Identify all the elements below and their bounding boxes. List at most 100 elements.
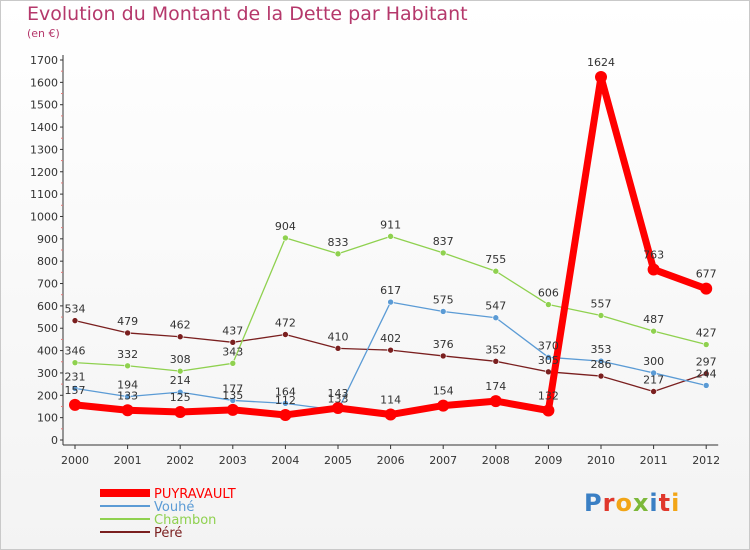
data-point (545, 353, 552, 361)
data-label: 157 (65, 384, 86, 397)
data-point (176, 388, 184, 396)
data-point (650, 369, 657, 377)
data-label: 343 (222, 345, 243, 358)
data-point (387, 298, 394, 306)
data-label: 143 (328, 387, 349, 400)
data-point (229, 339, 237, 346)
data-label: 755 (485, 253, 506, 266)
data-point (282, 400, 289, 407)
data-point (702, 382, 710, 389)
logo-letter: o (615, 489, 633, 517)
data-point (387, 346, 394, 354)
data-point (492, 314, 500, 322)
logo-letter: P (584, 489, 603, 517)
data-point (545, 301, 552, 308)
data-point (595, 70, 607, 83)
data-label: 575 (433, 293, 454, 306)
data-label: 479 (117, 315, 138, 328)
data-label: 1624 (587, 56, 615, 69)
data-label: 346 (65, 345, 86, 358)
y-tick-label: 1100 (30, 188, 58, 201)
y-tick-label: 200 (37, 389, 58, 402)
data-point (71, 385, 79, 392)
data-label: 547 (485, 300, 506, 313)
data-point (71, 359, 79, 366)
data-label: 214 (170, 374, 191, 387)
data-label: 837 (433, 235, 454, 248)
data-label: 410 (328, 330, 349, 343)
data-label: 132 (538, 389, 559, 402)
data-label: 833 (328, 236, 349, 249)
data-label: 286 (591, 358, 612, 371)
chart-title: Evolution du Montant de la Dette par Hab… (27, 3, 468, 25)
data-label: 487 (643, 313, 664, 326)
data-point (71, 317, 79, 324)
proxiti-logo: Proxiti (584, 489, 680, 517)
x-tick-label: 2003 (219, 454, 247, 467)
y-tick-label: 0 (51, 434, 58, 447)
legend-label: PUYRAVAULT (154, 487, 236, 502)
data-label: 133 (117, 389, 138, 402)
data-label: 135 (222, 389, 243, 402)
data-label: 353 (591, 343, 612, 356)
data-point (492, 358, 500, 365)
data-point (176, 333, 184, 341)
data-label: 904 (275, 220, 296, 233)
data-point (597, 312, 605, 319)
data-label: 174 (485, 380, 506, 393)
data-label: 231 (65, 370, 86, 383)
y-tick-label: 1700 (30, 54, 58, 67)
data-point (489, 395, 502, 408)
y-tick-label: 600 (37, 300, 58, 313)
data-label: 462 (170, 319, 191, 332)
data-label: 402 (380, 332, 401, 345)
data-point (176, 367, 184, 375)
data-label: 617 (380, 284, 401, 297)
x-tick-label: 2007 (429, 454, 457, 467)
logo-letter: i (649, 489, 659, 517)
data-label: 427 (696, 327, 717, 340)
data-label: 244 (696, 367, 717, 380)
data-point (597, 357, 605, 365)
data-point (542, 404, 555, 417)
data-point (545, 368, 552, 376)
legend-label: Chambon (154, 513, 216, 528)
logo-letter: x (632, 489, 650, 517)
data-point (650, 327, 657, 335)
data-label: 300 (643, 355, 664, 368)
data-label: 911 (380, 218, 401, 231)
data-point (121, 404, 134, 417)
data-label: 194 (117, 379, 138, 392)
data-label: 332 (117, 348, 138, 361)
y-tick-label: 700 (37, 278, 58, 291)
data-label: 370 (538, 339, 559, 352)
chart-subtitle: (en €) (27, 27, 60, 40)
data-label: 763 (643, 248, 664, 261)
x-tick-label: 2006 (377, 454, 405, 467)
data-point (124, 362, 131, 370)
data-label: 352 (485, 343, 506, 356)
y-tick-label: 800 (37, 255, 58, 268)
data-label: 376 (433, 338, 454, 351)
y-tick-label: 1600 (30, 76, 58, 89)
y-tick-label: 1000 (30, 210, 58, 223)
data-label: 164 (275, 385, 296, 398)
y-tick-label: 1400 (30, 121, 58, 134)
data-label: 217 (643, 373, 664, 386)
x-tick-label: 2001 (114, 454, 142, 467)
data-point (702, 370, 710, 377)
y-tick-label: 300 (37, 367, 58, 380)
x-tick-label: 2012 (692, 454, 720, 467)
data-point (332, 402, 344, 415)
y-tick-label: 400 (37, 345, 58, 358)
x-tick-label: 2008 (482, 454, 510, 467)
data-point (174, 406, 187, 419)
data-point (702, 341, 710, 348)
data-point (387, 233, 394, 240)
data-point (439, 352, 447, 360)
data-point (124, 329, 131, 337)
data-label: 677 (696, 268, 717, 281)
data-point (647, 263, 660, 276)
logo-letter: t (658, 489, 672, 517)
data-label: 305 (538, 354, 559, 367)
